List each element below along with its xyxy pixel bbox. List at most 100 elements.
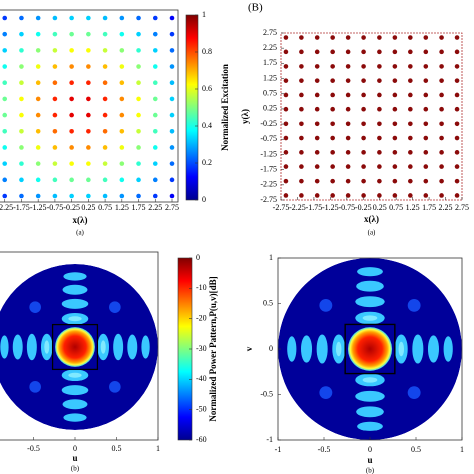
element-dot [136,193,141,199]
element-dot [377,178,382,184]
y-tick-label: -0.5 [260,389,273,398]
colorbar-tick-label: -40 [196,374,207,383]
element-dot [119,128,125,134]
element-dot [361,178,366,184]
element-dot [299,35,304,40]
element-dot [102,112,108,118]
x-tick-label: -0.5 [27,444,40,453]
colorbar-tick-label: -30 [196,344,207,353]
element-dot [52,48,58,53]
x-tick-label: 2.25 [148,203,162,212]
element-dot [408,135,413,141]
element-dot [52,161,58,166]
element-dot [454,49,460,55]
element-dot [136,31,141,37]
element-dot [152,193,158,199]
colorbar-tick-label: -10 [196,283,207,292]
element-dot [119,161,125,166]
x-tick-label: 1.25 [406,203,420,212]
element-dot [52,177,58,183]
element-dot [377,64,382,69]
element-dot [136,177,141,183]
x-tick-label: -0.75 [338,203,355,212]
element-dot [299,121,304,127]
element-dot [169,31,175,37]
element-dot [439,35,444,40]
element-dot [330,150,335,155]
element-dot [454,150,460,155]
element-dot [392,64,398,69]
element-dot [136,48,141,53]
element-dot [69,145,74,150]
element-dot [283,135,289,141]
element-dot [19,193,24,199]
element-dot [169,193,175,199]
element-dot [283,92,289,98]
x-tick-label: 1.75 [422,203,436,212]
element-dot [330,64,335,69]
element-dot [136,96,141,102]
element-dot [314,121,320,127]
element-dot [392,106,398,112]
element-dot [439,78,444,83]
element-dot [299,92,304,98]
element-dot [408,164,413,169]
element-dot [2,128,8,134]
element-dot [423,178,429,184]
element-dot [392,164,398,169]
element-dot [392,35,398,40]
element-dot [2,96,8,102]
element-dot [392,150,398,155]
element-dot [345,92,351,98]
caption: (b) [366,467,375,474]
element-dot [102,193,108,199]
element-dot [345,121,351,127]
element-dot [19,64,24,69]
element-dot [69,31,74,37]
x-tick-label: 0.25 [81,203,95,212]
y-tick-label: 0 [269,344,273,353]
x-tick-label: 1.75 [132,203,146,212]
element-dot [119,96,125,102]
power-pattern [278,258,462,440]
element-dot [392,121,398,127]
element-dot [454,121,460,127]
element-dot [102,31,108,37]
element-dot [102,48,108,53]
element-dot [330,92,335,98]
element-dot [454,78,460,83]
element-dot [299,150,304,155]
element-dot [52,64,58,69]
y-tick-label: -1 [266,435,273,444]
x-tick-label: 0.75 [98,203,112,212]
x-tick-label: 0.5 [112,444,122,453]
y-tick-label: 1.75 [263,58,277,67]
element-dot [35,96,41,102]
element-dot [330,78,335,83]
element-dot [152,161,158,166]
element-dot [439,150,444,155]
element-dot [423,78,429,83]
x-tick-label: 0 [73,444,77,453]
colorbar-tick-label: 0.4 [202,121,212,130]
x-tick-label: 0.5 [411,445,421,454]
element-dot [423,64,429,69]
element-dot [152,128,158,134]
element-dot [69,80,74,86]
element-dot [283,193,289,198]
element-dot [345,64,351,69]
x-tick-label: 1 [460,445,464,454]
element-dot [377,135,382,141]
element-dot [330,135,335,141]
element-dot [19,177,24,183]
caption: (b) [71,465,80,473]
element-dot [454,64,460,69]
element-dot [283,121,289,127]
colorbar-label: Normalized Excitation [220,64,230,151]
element-dot [299,178,304,184]
element-dot [423,135,429,141]
element-dot [169,80,175,86]
element-dot [361,164,366,169]
element-dot [2,80,8,86]
element-dot [52,96,58,102]
